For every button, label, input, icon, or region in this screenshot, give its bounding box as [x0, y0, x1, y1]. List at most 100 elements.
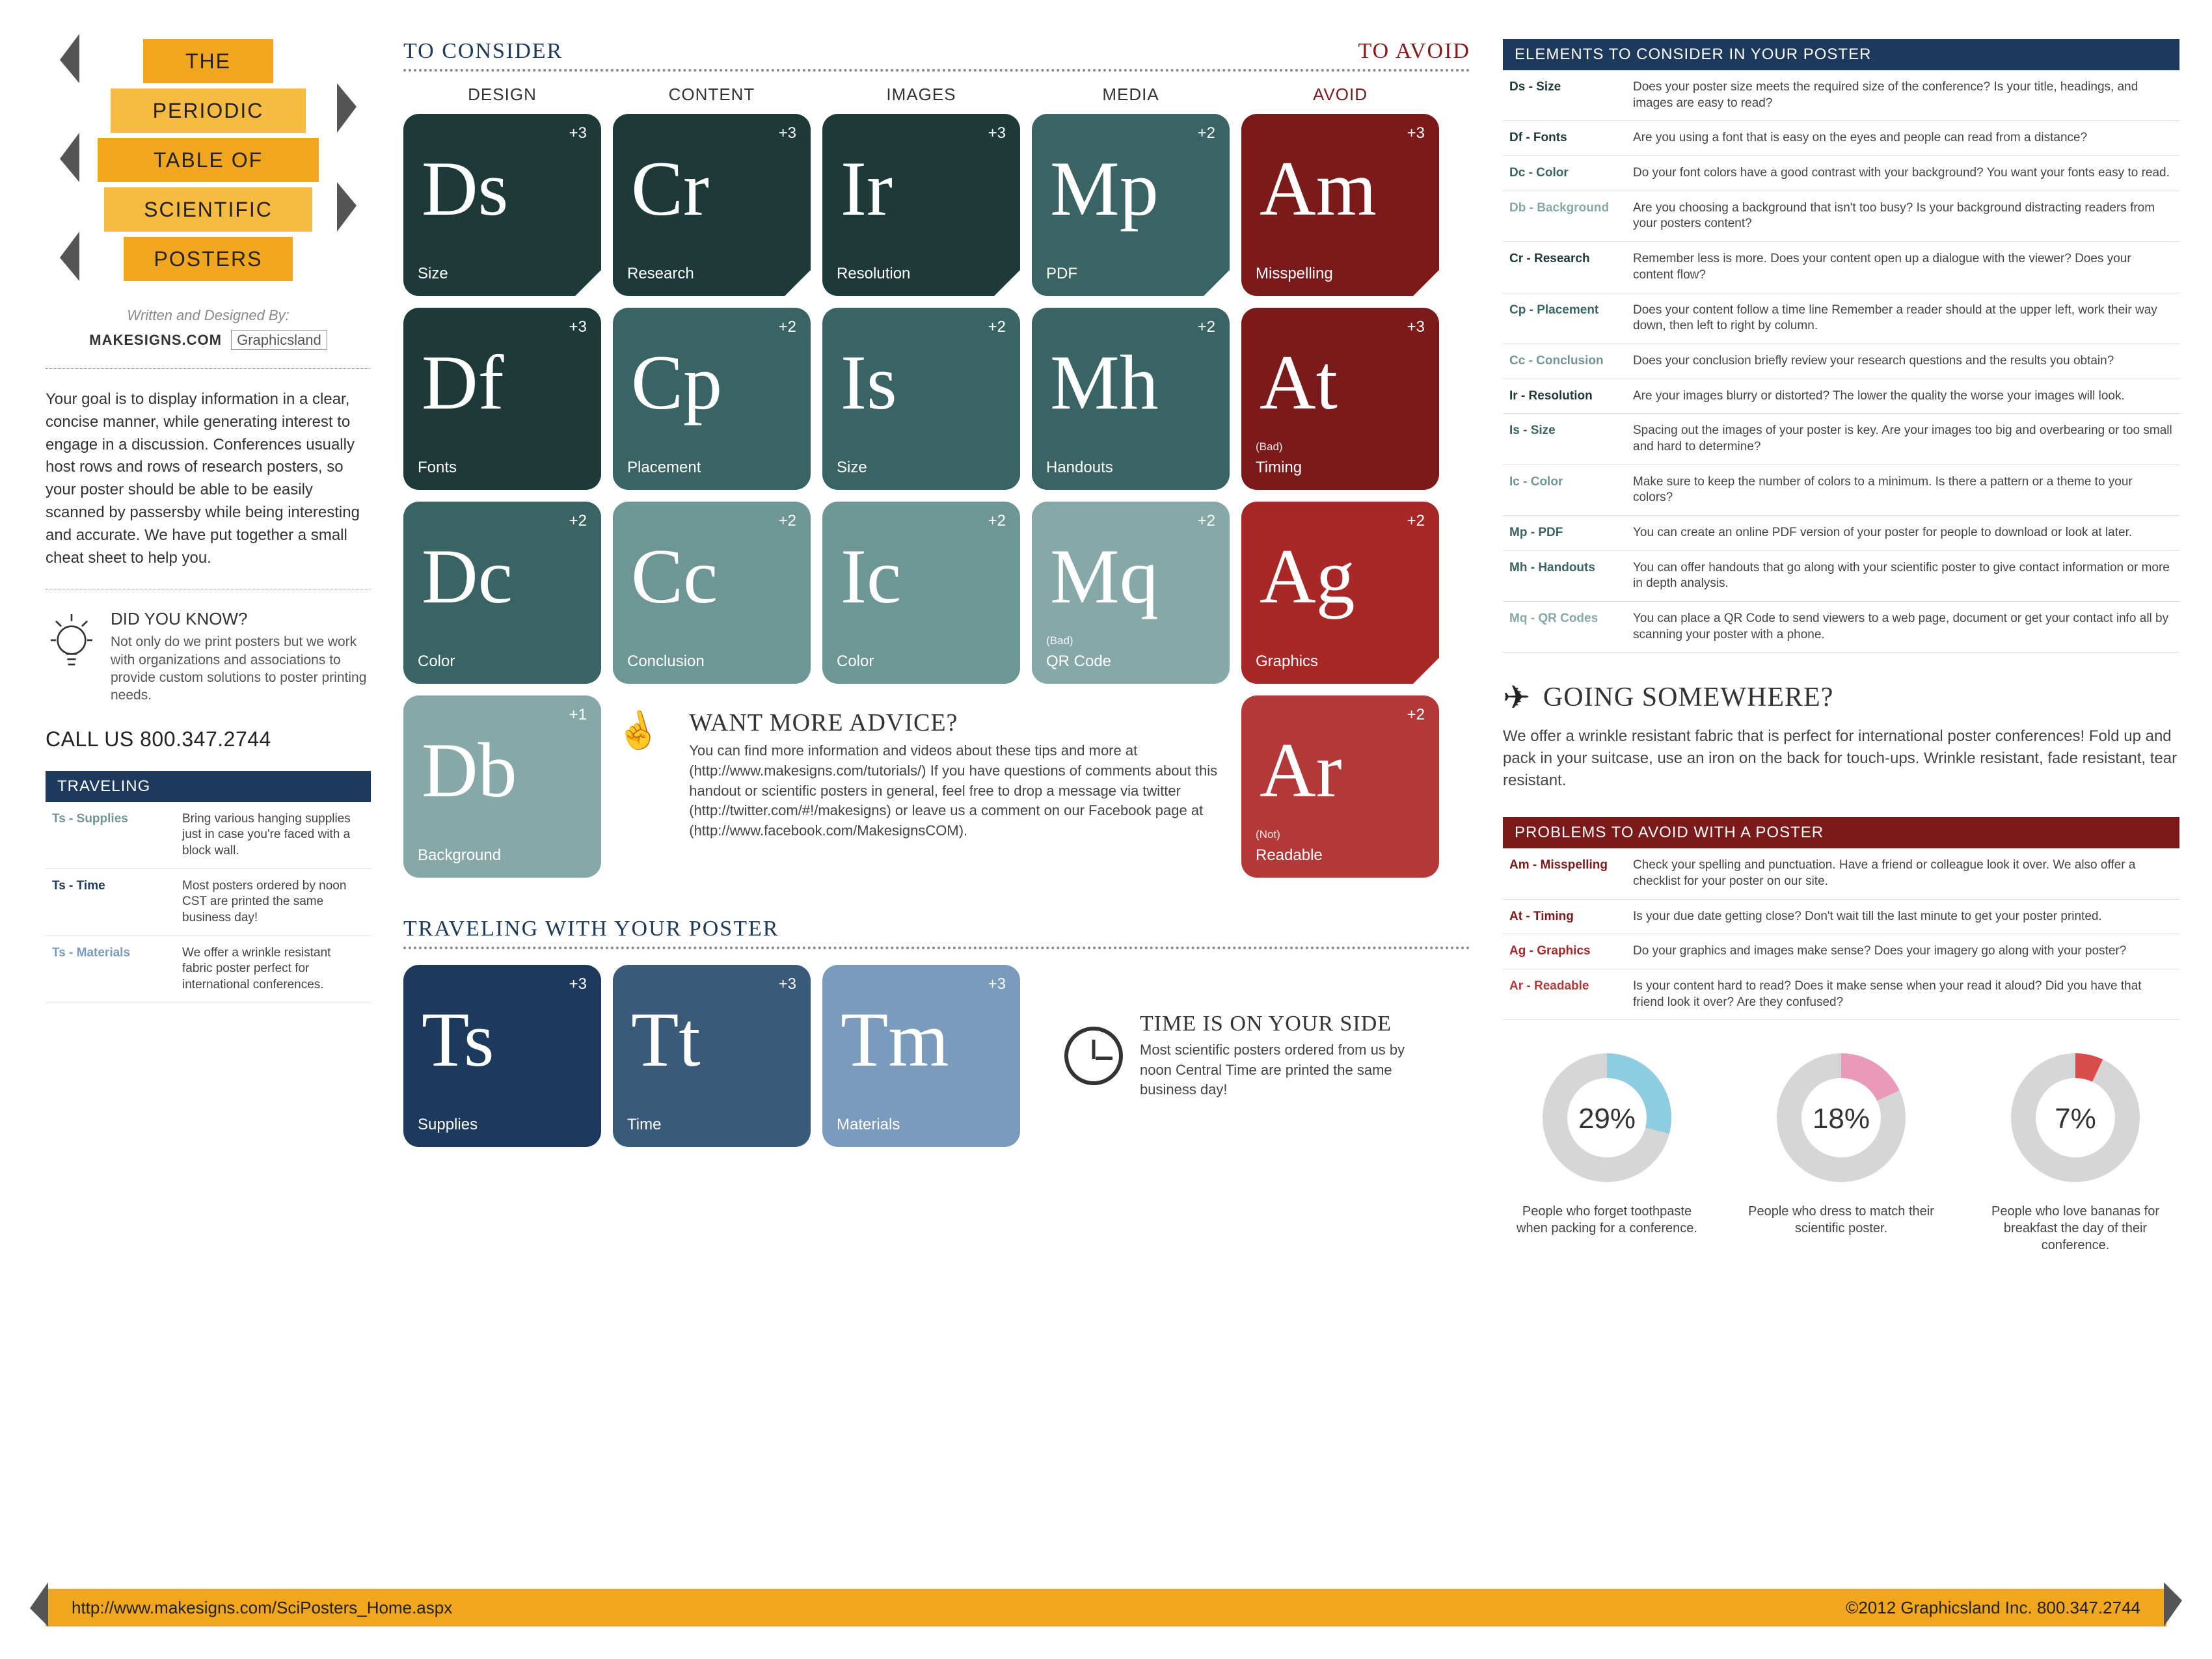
elements-header: ELEMENTS TO CONSIDER IN YOUR POSTER [1503, 39, 2179, 70]
tile-points: +3 [779, 975, 796, 993]
tile-symbol: Ic [841, 537, 901, 615]
grid-row: +3 Df Fonts+2 Cp Placement+2 Is Size+2 M… [403, 308, 1470, 490]
time-title: TIME IS ON YOUR SIDE [1140, 1012, 1422, 1036]
row-key: Mp - PDF [1503, 516, 1626, 551]
table-row: Ar - ReadableIs your content hard to rea… [1503, 969, 2179, 1019]
row-key: Cc - Conclusion [1503, 344, 1626, 379]
footer-bar: http://www.makesigns.com/SciPosters_Home… [46, 1589, 2166, 1626]
tile-prefix: (Not) [1256, 828, 1280, 841]
tile-label: Supplies [418, 1116, 478, 1134]
tile-symbol: Cp [631, 344, 722, 422]
grid-row: +1 Db Background☝ WANT MORE ADVICE? You … [403, 695, 1470, 878]
tile-points: +3 [988, 124, 1006, 142]
tile-symbol: Ir [841, 150, 893, 228]
element-tile-ds: +3 Ds Size [403, 114, 601, 296]
tile-symbol: Tt [631, 1001, 701, 1079]
tile-prefix: (Bad) [1256, 440, 1283, 453]
row-key: Mh - Handouts [1503, 550, 1626, 601]
tile-symbol: Dc [422, 537, 513, 615]
row-value: Bring various hanging supplies just in c… [176, 802, 371, 869]
tile-symbol: Cc [631, 537, 718, 615]
donut-charts: 29% People who forget toothpaste when pa… [1503, 1046, 2179, 1254]
tile-points: +2 [1198, 124, 1215, 142]
tile-label: Color [837, 653, 874, 671]
problems-header: PROBLEMS TO AVOID WITH A POSTER [1503, 817, 2179, 848]
tile-points: +3 [569, 975, 587, 993]
to-avoid-label: TO AVOID [1358, 39, 1471, 64]
row-key: Am - Misspelling [1503, 848, 1626, 899]
ribbon-word: THE [143, 39, 273, 83]
ribbon-word: PERIODIC [111, 88, 306, 133]
row-value: Spacing out the images of your poster is… [1626, 414, 2179, 465]
element-tile-cc: +2 Cc Conclusion [613, 502, 811, 684]
tile-label: Graphics [1256, 653, 1318, 671]
row-value: Check your spelling and punctuation. Hav… [1626, 848, 2179, 899]
tile-label: Conclusion [627, 653, 705, 671]
element-tile-ag: +2 Ag Graphics [1241, 502, 1439, 684]
graphicsland-logo: Graphicsland [231, 330, 327, 350]
tile-symbol: At [1260, 344, 1338, 422]
tile-points: +3 [1407, 124, 1425, 142]
element-tile-mp: +2 Mp PDF [1032, 114, 1230, 296]
column-labels: DESIGNCONTENTIMAGESMEDIAAVOID [403, 85, 1470, 105]
traveling-box: TRAVELING Ts - SuppliesBring various han… [46, 771, 371, 1003]
tile-points: +2 [569, 512, 587, 530]
element-tile-ic: +2 Ic Color [822, 502, 1020, 684]
tile-label: Resolution [837, 265, 910, 283]
tile-label: PDF [1046, 265, 1077, 283]
row-key: Ir - Resolution [1503, 379, 1626, 414]
element-tile-is: +2 Is Size [822, 308, 1020, 490]
row-key: Ag - Graphics [1503, 934, 1626, 969]
table-row: Ts - SuppliesBring various hanging suppl… [46, 802, 371, 869]
column-label: IMAGES [822, 85, 1020, 105]
grid-row: +3 Ds Size+3 Cr Research +3 Ir Resolution… [403, 114, 1470, 296]
element-tile-am: +3 Am Misspelling [1241, 114, 1439, 296]
dyk-body: Not only do we print posters but we work… [111, 633, 371, 704]
row-value: You can place a QR Code to send viewers … [1626, 602, 2179, 653]
time-box: TIME IS ON YOUR SIDE Most scientific pos… [1032, 965, 1422, 1147]
ribbon-word: POSTERS [124, 237, 293, 281]
element-tile-cr: +3 Cr Research [613, 114, 811, 296]
tile-symbol: Ts [422, 1001, 494, 1079]
row-key: Mq - QR Codes [1503, 602, 1626, 653]
table-row: Df - FontsAre you using a font that is e… [1503, 121, 2179, 156]
column-label: MEDIA [1032, 85, 1230, 105]
tile-symbol: Tm [841, 1001, 949, 1079]
tile-points: +2 [1407, 512, 1425, 530]
element-tile-db: +1 Db Background [403, 695, 601, 878]
element-tile-ts: +3 Ts Supplies [403, 965, 601, 1147]
element-tile-tt: +3 Tt Time [613, 965, 811, 1147]
row-key: At - Timing [1503, 899, 1626, 934]
bulb-icon [46, 609, 98, 704]
tile-symbol: Mq [1050, 537, 1159, 615]
element-tile-dc: +2 Dc Color [403, 502, 601, 684]
element-tile-tm: +3 Tm Materials [822, 965, 1020, 1147]
table-row: Ts - MaterialsWe offer a wrinkle resista… [46, 936, 371, 1003]
time-body: Most scientific posters ordered from us … [1140, 1040, 1422, 1100]
table-row: Cr - ResearchRemember less is more. Does… [1503, 242, 2179, 293]
row-value: Are you using a font that is easy on the… [1626, 121, 2179, 156]
tile-label: Size [837, 459, 867, 477]
traveling-section-header: TRAVELING WITH YOUR POSTER [403, 917, 1470, 949]
tile-label: Placement [627, 459, 701, 477]
advice-body: You can find more information and videos… [689, 741, 1223, 841]
tile-points: +2 [779, 318, 796, 336]
table-row: Mp - PDFYou can create an online PDF ver… [1503, 516, 2179, 551]
tile-label: Materials [837, 1116, 900, 1134]
tile-symbol: Ag [1260, 537, 1355, 615]
donut-caption: People who love bananas for breakfast th… [1975, 1203, 2176, 1254]
tile-label: Handouts [1046, 459, 1113, 477]
row-value: Are your images blurry or distorted? The… [1626, 379, 2179, 414]
row-key: Ic - Color [1503, 465, 1626, 515]
makesigns-logo: MAKESIGNS.COM [89, 332, 222, 348]
row-value: You can offer handouts that go along wit… [1626, 550, 2179, 601]
column-label: CONTENT [613, 85, 811, 105]
call-us: CALL US 800.347.2744 [46, 727, 371, 751]
tile-label: Timing [1256, 459, 1302, 477]
row-value: Most posters ordered by noon CST are pri… [176, 869, 371, 936]
going-body: We offer a wrinkle resistant fabric that… [1503, 725, 2179, 791]
table-row: Mq - QR CodesYou can place a QR Code to … [1503, 602, 2179, 653]
tile-label: Fonts [418, 459, 457, 477]
row-key: Ts - Time [46, 869, 176, 936]
donut-chart: 18% People who dress to match their scie… [1740, 1046, 1942, 1254]
